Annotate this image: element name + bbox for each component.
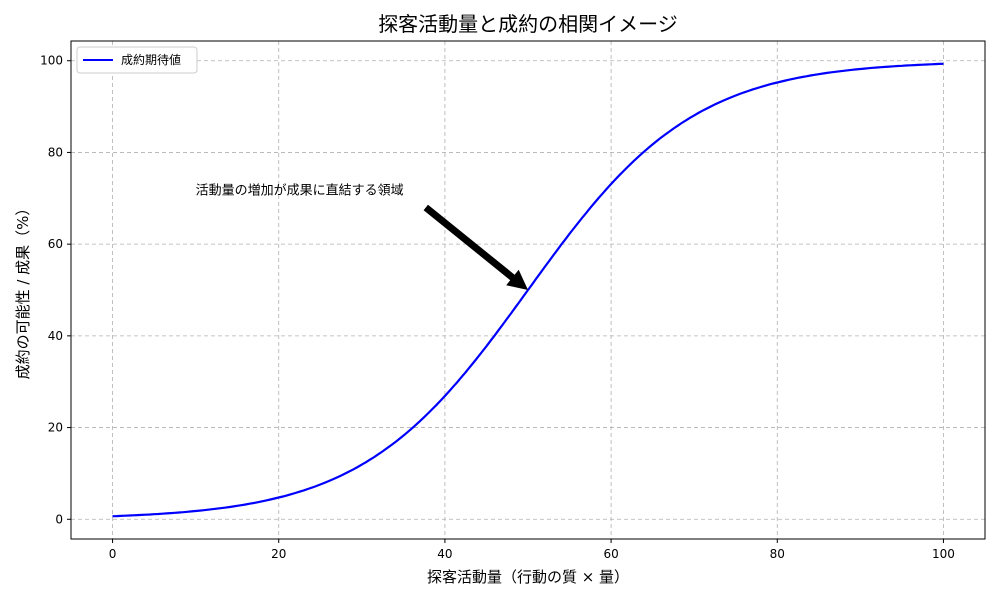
x-tick-label: 20 (271, 547, 286, 561)
annotation-text: 活動量の増加が成果に直結する領域 (196, 182, 404, 198)
annotation-arrow (423, 204, 528, 290)
annotation: 活動量の増加が成果に直結する領域 (196, 182, 528, 290)
x-tick-label: 100 (932, 547, 955, 561)
x-tick-label: 0 (109, 547, 117, 561)
y-tick-label: 20 (48, 421, 63, 435)
legend: 成約期待値 (76, 46, 198, 74)
y-tick-label: 80 (48, 145, 63, 159)
y-tick-label: 100 (40, 54, 63, 68)
x-tick-label: 40 (437, 547, 452, 561)
y-tick-label: 60 (48, 237, 63, 251)
legend-label: 成約期待値 (121, 52, 181, 67)
y-axis-label: 成約の可能性 / 成果（%） (14, 201, 32, 380)
ticks: 0 20 40 60 80 100 0 20 40 60 80 100 (40, 54, 955, 561)
x-tick-label: 60 (603, 547, 618, 561)
legend-box (76, 46, 198, 74)
x-axis-label: 探客活動量（行動の質 × 量） (427, 568, 629, 586)
x-tick-label: 80 (770, 547, 785, 561)
plot-frame (70, 40, 986, 540)
y-tick-label: 0 (55, 512, 63, 526)
grid (71, 41, 985, 539)
chart-title: 探客活動量と成約の相関イメージ (378, 12, 678, 36)
y-tick-label: 40 (48, 329, 63, 343)
